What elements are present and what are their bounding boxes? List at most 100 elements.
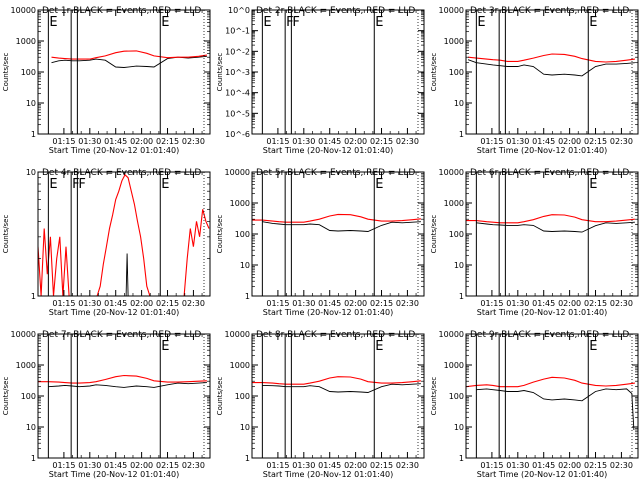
x-tick-label: 02:00: [558, 299, 581, 308]
x-tick-label: 01:15: [266, 461, 289, 470]
y-axis-label: Counts/sec: [430, 215, 438, 254]
y-tick-label: 10: [26, 168, 36, 177]
y-tick-label: 10^-1: [225, 27, 250, 36]
y-tick-label: 10000: [11, 330, 36, 339]
panel-title: Det 1r BLACK = Events, RED = LLD: [42, 6, 201, 16]
y-tick-label: 100: [21, 68, 36, 77]
series-lld-line: [252, 213, 421, 223]
y-tick-label: 10: [454, 99, 464, 108]
x-tick-label: 02:15: [584, 461, 607, 470]
y-tick-label: 100: [449, 68, 464, 77]
x-tick-label: 01:30: [78, 137, 101, 146]
series-group: [252, 213, 421, 232]
x-tick-label: 01:15: [480, 299, 503, 308]
y-tick-label: 1: [31, 292, 36, 301]
plot-frame: [465, 9, 639, 135]
y-tick-label: 1000: [230, 199, 250, 208]
x-tick-label: 02:00: [130, 299, 153, 308]
y-axis-label: Counts/sec: [216, 53, 224, 92]
y-tick-label: 10: [240, 261, 250, 270]
event-marker-label: F: [78, 177, 85, 192]
event-marker-label: E: [161, 339, 169, 354]
x-tick-label: 02:15: [156, 299, 179, 308]
y-tick-label: 1: [245, 292, 250, 301]
plot-frame: [251, 171, 425, 297]
plot-frame: [37, 333, 211, 459]
y-tick-label: 10000: [439, 168, 464, 177]
y-tick-label: 10000: [439, 6, 464, 15]
x-tick-label: 02:15: [584, 299, 607, 308]
series-events-line: [476, 388, 635, 431]
panel-title: Det 2r BLACK = Events, RED = LLD: [256, 6, 415, 16]
event-marker-label: E: [589, 339, 597, 354]
event-marker-label: E: [375, 339, 383, 354]
x-tick-label: 02:15: [584, 137, 607, 146]
event-marker-label: E: [477, 15, 485, 30]
x-tick-label: 01:45: [532, 299, 555, 308]
y-tick-label: 10: [240, 423, 250, 432]
y-tick-label: 10: [454, 261, 464, 270]
x-tick-label: 02:30: [182, 461, 205, 470]
plot-frame: [251, 333, 425, 459]
x-tick-label: 01:45: [104, 461, 127, 470]
series-events-line: [51, 55, 207, 68]
x-tick-label: 02:15: [370, 299, 393, 308]
series-lld-line: [252, 376, 421, 385]
x-tick-label: 01:45: [318, 299, 341, 308]
plot-frame: [465, 333, 639, 459]
y-tick-label: 10: [454, 423, 464, 432]
y-tick-label: 100: [449, 392, 464, 401]
x-axis-label: Start Time (20-Nov-12 01:01:40): [263, 146, 393, 155]
x-tick-label: 02:15: [370, 137, 393, 146]
x-axis-label: Start Time (20-Nov-12 01:01:40): [49, 146, 179, 155]
series-lld-line: [466, 376, 635, 388]
plot-frame: [251, 9, 425, 135]
x-tick-label: 02:00: [344, 461, 367, 470]
x-tick-label: 02:30: [182, 299, 205, 308]
y-axis-label: Counts/sec: [216, 377, 224, 416]
y-tick-label: 1: [245, 454, 250, 463]
event-marker-label: E: [589, 15, 597, 30]
y-tick-label: 10000: [225, 168, 250, 177]
series-lld-line: [468, 53, 635, 63]
series-group: [252, 376, 421, 393]
event-marker-label: E: [375, 177, 383, 192]
x-tick-label: 02:15: [370, 461, 393, 470]
panel-title: Det 4r BLACK = Events, RED = LLD: [42, 168, 201, 178]
x-tick-label: 01:15: [52, 299, 75, 308]
panel-title: Det 9r BLACK = Events, RED = LLD: [470, 330, 629, 340]
event-marker-label: E: [589, 177, 597, 192]
event-marker-label: F: [286, 15, 293, 30]
x-tick-label: 02:00: [344, 137, 367, 146]
y-tick-label: 100: [21, 392, 36, 401]
x-tick-label: 02:30: [610, 461, 633, 470]
series-events-line: [125, 253, 129, 296]
y-tick-label: 10000: [11, 6, 36, 15]
y-tick-label: 1000: [16, 37, 36, 46]
y-axis-label: Counts/sec: [216, 215, 224, 254]
x-tick-label: 01:30: [506, 461, 529, 470]
plot-frame: [465, 171, 639, 297]
x-tick-label: 01:15: [266, 299, 289, 308]
y-tick-label: 10^-6: [225, 130, 250, 139]
y-axis-label: Counts/sec: [430, 377, 438, 416]
series-lld-line: [38, 374, 207, 384]
x-axis-label: Start Time (20-Nov-12 01:01:40): [477, 308, 607, 317]
x-tick-label: 02:30: [182, 137, 205, 146]
event-marker-label: E: [161, 15, 169, 30]
series-events-line: [476, 221, 635, 233]
panel-title: Det 3r BLACK = Events, RED = LLD: [470, 6, 629, 16]
x-tick-label: 01:45: [104, 137, 127, 146]
y-tick-label: 1000: [444, 199, 464, 208]
series-lld-line: [38, 173, 210, 296]
x-axis-label: Start Time (20-Nov-12 01:01:40): [263, 308, 393, 317]
x-axis-label: Start Time (20-Nov-12 01:01:40): [477, 146, 607, 155]
x-tick-label: 01:30: [78, 299, 101, 308]
